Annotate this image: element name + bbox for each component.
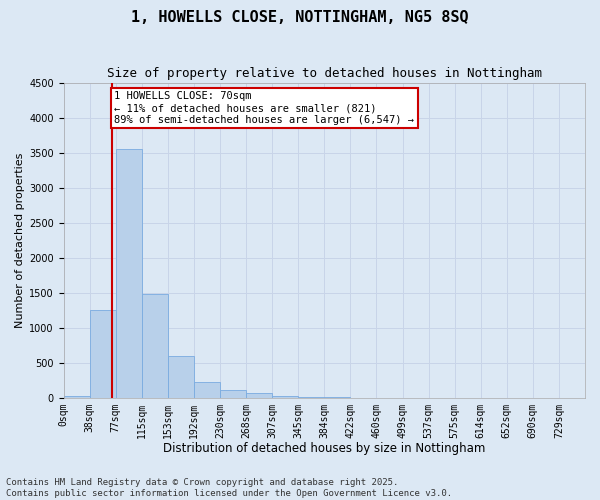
Bar	[298, 397, 325, 398]
Bar	[194, 382, 220, 398]
Bar	[168, 356, 194, 398]
Bar	[64, 396, 90, 398]
Bar	[90, 310, 116, 398]
Text: 1, HOWELLS CLOSE, NOTTINGHAM, NG5 8SQ: 1, HOWELLS CLOSE, NOTTINGHAM, NG5 8SQ	[131, 10, 469, 25]
Bar	[272, 396, 298, 398]
Bar	[142, 294, 168, 398]
Bar	[220, 390, 246, 398]
X-axis label: Distribution of detached houses by size in Nottingham: Distribution of detached houses by size …	[163, 442, 485, 455]
Bar	[246, 393, 272, 398]
Title: Size of property relative to detached houses in Nottingham: Size of property relative to detached ho…	[107, 68, 542, 80]
Bar	[116, 150, 142, 398]
Text: Contains HM Land Registry data © Crown copyright and database right 2025.
Contai: Contains HM Land Registry data © Crown c…	[6, 478, 452, 498]
Text: 1 HOWELLS CLOSE: 70sqm
← 11% of detached houses are smaller (821)
89% of semi-de: 1 HOWELLS CLOSE: 70sqm ← 11% of detached…	[114, 92, 414, 124]
Y-axis label: Number of detached properties: Number of detached properties	[15, 152, 25, 328]
